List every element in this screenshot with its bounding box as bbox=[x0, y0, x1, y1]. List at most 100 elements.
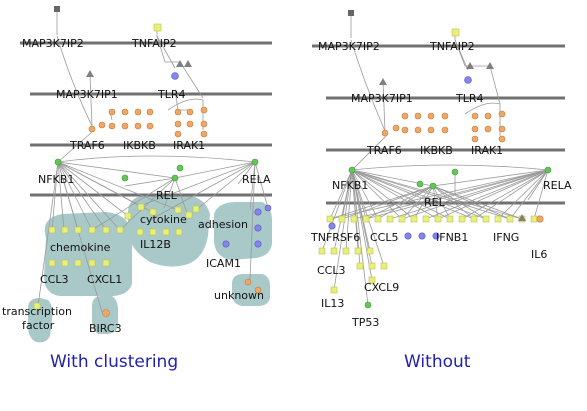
target-node-row1[interactable] bbox=[326, 215, 334, 223]
edges-right-fan bbox=[321, 169, 549, 306]
target-node-row1[interactable] bbox=[410, 215, 418, 223]
node-dark-top-r[interactable] bbox=[348, 10, 354, 16]
node-birc3[interactable] bbox=[102, 309, 110, 317]
label-il13: IL13 bbox=[321, 297, 344, 310]
node-tlr4-receptor[interactable] bbox=[171, 72, 179, 80]
target-node-row1[interactable] bbox=[350, 215, 358, 223]
label-cxcl1: CXCL1 bbox=[87, 273, 122, 286]
node-rel-r[interactable] bbox=[429, 182, 437, 190]
label-map3k7ip2: MAP3K7IP2 bbox=[22, 37, 84, 50]
label-unknown: unknown bbox=[214, 289, 264, 302]
target-node-extra[interactable] bbox=[368, 262, 376, 270]
label-icam1: ICAM1 bbox=[206, 257, 241, 270]
target-node-row1[interactable] bbox=[434, 215, 442, 223]
target-node-row2[interactable] bbox=[366, 247, 374, 255]
node-tnfaip2-square-r[interactable] bbox=[451, 28, 460, 37]
target-node-row2[interactable] bbox=[342, 247, 350, 255]
target-node-row2[interactable] bbox=[318, 247, 326, 255]
label-rel-r: REL bbox=[424, 196, 446, 209]
label-ifng: IFNG bbox=[493, 231, 519, 244]
node-gray-triangle-3[interactable] bbox=[184, 60, 192, 67]
target-node-extra[interactable] bbox=[330, 286, 338, 294]
node-nfkb1-r[interactable] bbox=[348, 166, 356, 174]
node-gray-triangle-1[interactable] bbox=[86, 70, 94, 77]
label-ccl5: CCL5 bbox=[370, 231, 399, 244]
label-ikbkb-r: IKBKB bbox=[420, 144, 453, 157]
node-rela-r[interactable] bbox=[544, 166, 552, 174]
target-node-row1[interactable] bbox=[374, 215, 382, 223]
target-node-row1[interactable] bbox=[422, 215, 430, 223]
target-node-row1[interactable] bbox=[494, 215, 502, 223]
node-unknown-1[interactable] bbox=[244, 278, 252, 286]
target-node-row1[interactable] bbox=[398, 215, 406, 223]
node-nfkb1[interactable] bbox=[54, 158, 62, 166]
target-node-triangle[interactable] bbox=[518, 214, 526, 221]
label-rel: REL bbox=[156, 189, 178, 202]
target-node-extra[interactable] bbox=[368, 276, 376, 284]
label-ccl3-r: CCL3 bbox=[317, 264, 346, 277]
label-ifnb1: IFNB1 bbox=[436, 231, 468, 244]
target-node-green[interactable] bbox=[364, 301, 372, 309]
target-node-purple[interactable] bbox=[404, 232, 412, 240]
right-panel-unclustered: MAP3K7IP2 TNFAIP2 MAP3K7IP1 TLR4 TRAF6 I… bbox=[310, 10, 572, 372]
label-cxcl9: CXCL9 bbox=[364, 281, 399, 294]
node-unknown-2[interactable] bbox=[254, 286, 262, 294]
label-il12b: IL12B bbox=[140, 238, 171, 251]
target-node-purple[interactable] bbox=[432, 232, 440, 240]
complex-nodes-left bbox=[88, 106, 208, 138]
label-traf6: TRAF6 bbox=[69, 139, 105, 152]
target-node-row2[interactable] bbox=[354, 247, 362, 255]
target-node-row1[interactable] bbox=[446, 215, 454, 223]
cluster-adhesion[interactable] bbox=[214, 202, 272, 260]
node-gray-triangle-r1[interactable] bbox=[379, 78, 387, 85]
target-node-row1[interactable] bbox=[470, 215, 478, 223]
target-node-row1[interactable] bbox=[530, 215, 538, 223]
node-tnfaip2-square[interactable] bbox=[153, 23, 162, 32]
label-nfkb1: NFKB1 bbox=[38, 173, 74, 186]
node-rel-r2[interactable] bbox=[416, 180, 424, 188]
label-traf6-r: TRAF6 bbox=[366, 144, 402, 157]
target-node-row1[interactable] bbox=[338, 215, 346, 223]
label-tlr4-r: TLR4 bbox=[455, 92, 484, 105]
target-nodes-right bbox=[318, 214, 544, 309]
node-rel-2[interactable] bbox=[121, 174, 129, 182]
cytokine-nodes bbox=[124, 203, 200, 236]
complex-nodes-right bbox=[381, 110, 506, 143]
target-node-purple[interactable] bbox=[328, 222, 336, 230]
node-gray-triangle-2[interactable] bbox=[176, 60, 184, 67]
node-gray-triangle-r2[interactable] bbox=[466, 62, 474, 69]
target-node-row1[interactable] bbox=[482, 215, 490, 223]
target-node-orange[interactable] bbox=[536, 215, 544, 223]
node-transcription-factor[interactable] bbox=[33, 302, 41, 310]
label-map3k7ip1: MAP3K7IP1 bbox=[56, 88, 118, 101]
label-tp53: TP53 bbox=[351, 316, 379, 329]
target-node-row2[interactable] bbox=[330, 247, 338, 255]
label-map3k7ip2-r: MAP3K7IP2 bbox=[318, 40, 380, 53]
node-gray-triangle-r3[interactable] bbox=[486, 62, 494, 69]
label-irak1-r: IRAK1 bbox=[471, 144, 503, 157]
caption-with-clustering: With clustering bbox=[50, 352, 178, 372]
label-tnfrsf6: TNFRSF6 bbox=[310, 231, 360, 244]
label-rela: RELA bbox=[242, 173, 271, 186]
target-node-purple[interactable] bbox=[418, 232, 426, 240]
cluster-unknown[interactable] bbox=[232, 274, 270, 306]
target-node-extra[interactable] bbox=[380, 262, 388, 270]
target-node-row1[interactable] bbox=[362, 215, 370, 223]
target-node-row1[interactable] bbox=[506, 215, 514, 223]
edges-left bbox=[37, 11, 269, 313]
target-node-row1[interactable] bbox=[458, 215, 466, 223]
node-green-mid-r[interactable] bbox=[451, 168, 459, 176]
target-node-row1[interactable] bbox=[386, 215, 394, 223]
node-rela[interactable] bbox=[251, 158, 259, 166]
node-dark-top[interactable] bbox=[54, 6, 60, 12]
label-ikbkb: IKBKB bbox=[123, 139, 156, 152]
label-tnfaip2: TNFAIP2 bbox=[131, 37, 177, 50]
target-node-extra[interactable] bbox=[356, 262, 364, 270]
caption-without: Without bbox=[404, 352, 471, 372]
node-green-mid[interactable] bbox=[176, 164, 184, 172]
label-nfkb1-r: NFKB1 bbox=[332, 179, 368, 192]
node-tlr4-receptor-r[interactable] bbox=[464, 76, 472, 84]
node-rel[interactable] bbox=[171, 174, 179, 182]
